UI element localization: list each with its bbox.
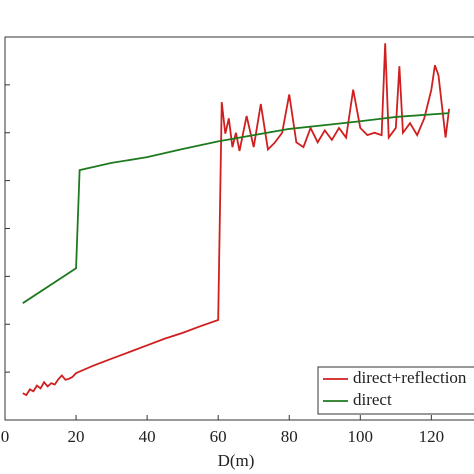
x-tick-label: 100 — [348, 427, 374, 446]
x-tick-label: 20 — [68, 427, 85, 446]
plot-frame — [4, 36, 474, 421]
x-tick-label: 40 — [139, 427, 156, 446]
line-series — [22, 112, 450, 304]
legend-label: direct — [353, 390, 392, 409]
line-series — [22, 43, 451, 397]
x-tick-label: 80 — [281, 427, 298, 446]
legend-label: direct+reflection — [353, 368, 467, 387]
x-axis-label: D(m) — [218, 451, 255, 470]
x-tick-label: 120 — [419, 427, 445, 446]
x-tick-label: 60 — [210, 427, 227, 446]
x-tick-label: 0 — [1, 427, 10, 446]
legend-box — [317, 366, 474, 415]
